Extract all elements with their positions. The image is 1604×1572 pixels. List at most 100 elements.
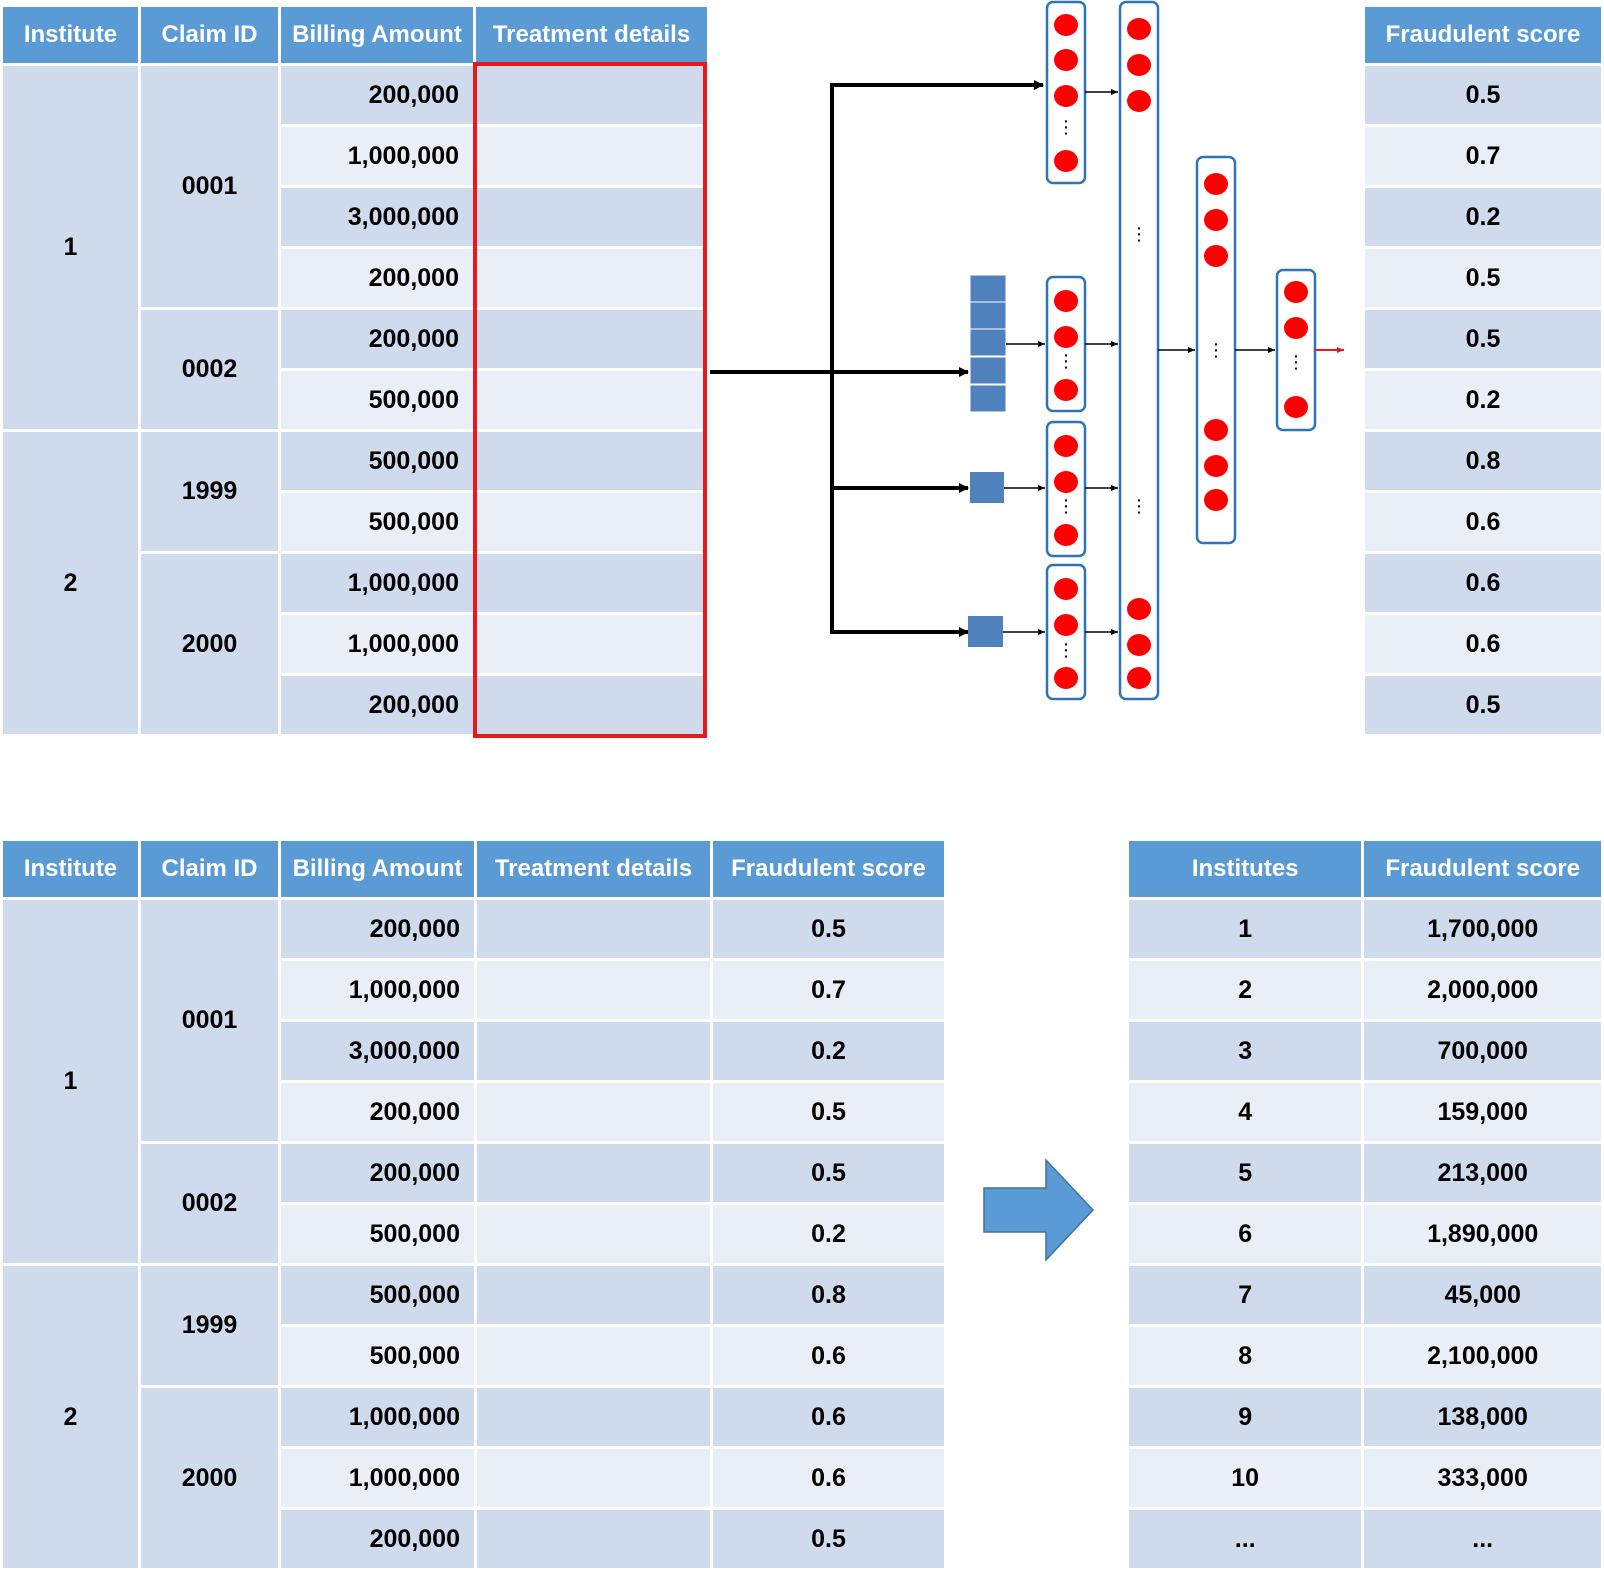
aggregate-arrow xyxy=(983,1158,1095,1262)
table-row: 1 0001 200,000 0.5 xyxy=(0,897,947,1266)
billing-amount-cell: 200,000 xyxy=(278,246,476,310)
institute-id-cell: 5 xyxy=(1125,1141,1365,1205)
fraud-score-table: Fraudulent score 0.5 0.7 0.2 0.5 0.5 0.2 0.8 0.… xyxy=(1362,4,1604,737)
embedding-block xyxy=(969,301,1007,330)
table-row: 1,000,000 xyxy=(2,612,710,676)
claim-id-cell: 0001 xyxy=(138,63,281,310)
arrow-to-branch-3 xyxy=(830,372,969,493)
header-fraudulent-score: Fraudulent score xyxy=(1362,4,1604,66)
institute-score-table: Institutes Fraudulent score 1 1,700,000 2 2… xyxy=(1125,838,1604,1571)
scored-claims-table: Institute Claim ID Billing Amount Treatm… xyxy=(0,838,947,1571)
table-row: 0.5 xyxy=(1362,673,1604,737)
treatment-details-cell xyxy=(474,958,713,1022)
table-row: 200,000 xyxy=(2,246,710,310)
institute-score-cell: 333,000 xyxy=(1361,1446,1604,1510)
treatment-details-cell xyxy=(474,1019,713,1083)
neuron-node xyxy=(1127,54,1151,76)
treatment-details-cell xyxy=(474,1507,713,1571)
ellipsis-mark: ⋮ xyxy=(1057,351,1075,372)
table-row: 2000 1,000,000 0.6 xyxy=(2,1385,947,1571)
institute-id-cell: 9 xyxy=(1125,1385,1365,1449)
fraud-score-cell: 0.7 xyxy=(1362,124,1604,188)
fraud-score-cell: 0.5 xyxy=(710,1507,947,1571)
institute-score-cell: 2,100,000 xyxy=(1361,1324,1604,1388)
billing-amount-cell: 500,000 xyxy=(278,1202,477,1266)
table-row: 0.5 xyxy=(1362,307,1604,371)
fraud-score-cell: 0.7 xyxy=(710,958,947,1022)
treatment-details-cell xyxy=(473,63,710,127)
table-row: 2000 1,000,000 xyxy=(2,551,710,737)
institute-id-cell: 7 xyxy=(1125,1263,1365,1327)
header-institutes: Institutes xyxy=(1125,838,1365,900)
fraud-score-cell: 0.5 xyxy=(1362,673,1604,737)
neuron-node xyxy=(1284,281,1308,303)
table-row: 7 45,000 xyxy=(1125,1263,1604,1327)
billing-amount-cell: 200,000 xyxy=(278,1507,477,1571)
claim-id-cell: 2000 xyxy=(138,1385,281,1571)
embedding-block xyxy=(969,328,1007,357)
neuron-node xyxy=(1054,379,1078,401)
institute-id-cell: 1 xyxy=(1125,897,1365,961)
neuron-node xyxy=(1054,435,1078,457)
ellipsis-mark: ⋮ xyxy=(1287,352,1305,373)
neuron-node xyxy=(1127,18,1151,40)
institute-id-cell: 4 xyxy=(1125,1080,1365,1144)
table-row: 0.6 xyxy=(1362,551,1604,615)
billing-amount-cell: 1,000,000 xyxy=(278,124,476,188)
treatment-details-cell xyxy=(473,612,710,676)
treatment-details-cell xyxy=(473,429,710,493)
billing-amount-cell: 200,000 xyxy=(278,1141,477,1205)
table-row: 1 0001 200,000 xyxy=(0,63,710,432)
table-row: 0.6 xyxy=(1362,490,1604,554)
table-row: 0.2 xyxy=(1362,368,1604,432)
billing-amount-cell: 500,000 xyxy=(278,368,476,432)
neuron-node xyxy=(1054,150,1078,172)
table-row: 3,000,000 0.2 xyxy=(2,1019,947,1083)
institute-cell: 2 xyxy=(0,1263,141,1571)
institute-score-cell: 138,000 xyxy=(1361,1385,1604,1449)
treatment-details-cell xyxy=(473,307,710,371)
ellipsis-mark: ⋮ xyxy=(1130,224,1148,245)
institute-id-cell: 8 xyxy=(1125,1324,1365,1388)
header-institute: Institute xyxy=(0,838,141,900)
header-treatment-details: Treatment details xyxy=(473,4,710,66)
institute-id-cell: 3 xyxy=(1125,1019,1365,1083)
ellipsis-mark: ⋮ xyxy=(1057,640,1075,661)
neuron-node xyxy=(1284,396,1308,418)
neuron-node xyxy=(1054,667,1078,689)
billing-amount-cell: 200,000 xyxy=(278,897,477,961)
billing-amount-cell: 1,000,000 xyxy=(278,612,476,676)
table-row: 0002 200,000 xyxy=(2,307,710,432)
arrow-to-branch-1 xyxy=(830,80,1044,372)
billing-amount-cell: 500,000 xyxy=(278,490,476,554)
fraud-score-cell: 0.6 xyxy=(1362,551,1604,615)
neuron-node xyxy=(1127,634,1151,656)
treatment-details-cell xyxy=(474,1263,713,1327)
fraud-score-cell: 0.5 xyxy=(710,1080,947,1144)
institute-id-cell: 2 xyxy=(1125,958,1365,1022)
neuron-node xyxy=(1127,90,1151,112)
ellipsis-mark: ⋮ xyxy=(1207,340,1225,361)
table-row: 0002 200,000 0.5 xyxy=(2,1141,947,1266)
neuron-node xyxy=(1054,326,1078,348)
neuron-node xyxy=(1127,667,1151,689)
table-row: 3 700,000 xyxy=(1125,1019,1604,1083)
institute-id-cell: ... xyxy=(1125,1507,1365,1571)
treatment-details-cell xyxy=(474,1141,713,1205)
claim-id-cell: 0002 xyxy=(138,307,281,432)
fraud-score-cell: 0.2 xyxy=(710,1019,947,1083)
claim-id-cell: 1999 xyxy=(138,1263,281,1388)
table-row: 500,000 0.6 xyxy=(2,1324,947,1388)
institute-score-cell: 213,000 xyxy=(1361,1141,1604,1205)
ellipsis-mark: ⋮ xyxy=(1130,496,1148,517)
billing-amount-cell: 3,000,000 xyxy=(278,185,476,249)
header-billing-amount: Billing Amount xyxy=(278,838,477,900)
fraud-score-cell: 0.6 xyxy=(1362,612,1604,676)
table-row: 8 2,100,000 xyxy=(1125,1324,1604,1388)
neuron-node xyxy=(1054,471,1078,493)
table-row: 2 1999 500,000 0.8 xyxy=(0,1263,947,1571)
neuron-node xyxy=(1204,419,1228,441)
treatment-details-cell xyxy=(474,1324,713,1388)
fraud-score-cell: 0.5 xyxy=(1362,63,1604,127)
